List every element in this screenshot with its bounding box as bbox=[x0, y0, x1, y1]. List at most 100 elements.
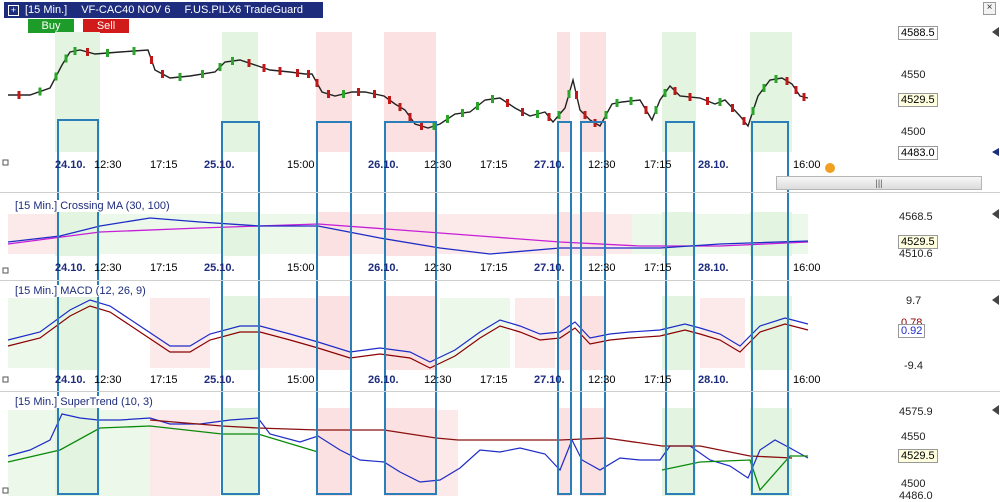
time-axis-label: 25.10. bbox=[204, 374, 235, 386]
signal-zone bbox=[100, 410, 150, 496]
signal-zone bbox=[55, 32, 100, 152]
price-axis-label: 4500 bbox=[901, 126, 926, 138]
time-axis-label: 24.10. bbox=[55, 159, 86, 171]
candle bbox=[718, 98, 722, 106]
candle bbox=[794, 86, 798, 94]
highlight-box bbox=[221, 121, 260, 495]
candle bbox=[446, 115, 449, 123]
time-axis-label: 17:15 bbox=[644, 262, 672, 274]
highlight-box bbox=[557, 121, 572, 495]
panel-arrow-icon bbox=[992, 209, 999, 219]
time-axis-label: 24.10. bbox=[55, 262, 86, 274]
close-icon[interactable]: × bbox=[983, 2, 996, 15]
candle bbox=[629, 97, 633, 105]
chart-title-bar: + [15 Min.] VF-CAC40 NOV 6 F.US.PILX6 Tr… bbox=[4, 2, 324, 18]
low-price-tag: 4483.0 bbox=[898, 146, 938, 160]
candle bbox=[398, 103, 402, 111]
panel-arrow-icon bbox=[992, 405, 999, 415]
time-axis-label: 28.10. bbox=[698, 374, 729, 386]
panel-separator bbox=[0, 192, 1000, 193]
candle bbox=[161, 70, 164, 78]
macd-line bbox=[7, 299, 809, 363]
price-pointer-icon bbox=[992, 148, 999, 156]
signal-zone bbox=[100, 214, 320, 254]
candle bbox=[38, 87, 42, 96]
time-axis-label: 26.10. bbox=[368, 374, 399, 386]
highlight-box bbox=[57, 119, 99, 495]
buy-button[interactable]: Buy bbox=[28, 19, 74, 33]
expand-icon[interactable]: + bbox=[8, 4, 19, 16]
candle bbox=[201, 70, 204, 78]
time-axis-label: 12:30 bbox=[588, 262, 616, 274]
price-line bbox=[8, 49, 809, 129]
candle bbox=[802, 93, 806, 101]
candle bbox=[327, 90, 330, 98]
candle bbox=[150, 56, 153, 64]
signal-zone bbox=[384, 296, 436, 370]
signal-zone bbox=[222, 296, 258, 370]
candle bbox=[296, 69, 299, 77]
candle bbox=[54, 72, 58, 81]
signal-zone bbox=[557, 296, 570, 370]
candle bbox=[218, 63, 222, 71]
signal-zone bbox=[316, 212, 352, 256]
candle bbox=[673, 87, 677, 95]
signal-zone bbox=[750, 32, 792, 152]
highlight-box bbox=[580, 121, 606, 495]
supertrend-header: [15 Min.] SuperTrend (10, 3) bbox=[12, 396, 156, 408]
candle bbox=[663, 89, 667, 97]
signal-zone bbox=[750, 408, 792, 496]
time-axis-label: 28.10. bbox=[698, 262, 729, 274]
pin-icon bbox=[2, 159, 9, 166]
time-axis-label: 17:15 bbox=[480, 374, 508, 386]
st-value-tag: 4529.5 bbox=[898, 449, 938, 463]
price-axis-label: 4550 bbox=[901, 69, 926, 81]
macd-value-tag: 0.92 bbox=[898, 324, 926, 338]
time-axis-label: 17:15 bbox=[480, 159, 508, 171]
signal-zone bbox=[8, 410, 58, 496]
candle bbox=[644, 106, 648, 114]
signal-zone bbox=[8, 298, 58, 368]
panel-arrow-icon bbox=[992, 27, 999, 37]
signal-zone bbox=[222, 32, 258, 152]
signal-zone bbox=[352, 214, 632, 254]
candle bbox=[278, 67, 282, 75]
signal-zone bbox=[580, 32, 606, 152]
time-axis-label: 16:00 bbox=[793, 159, 821, 171]
high-price-tag: 4588.5 bbox=[898, 26, 938, 40]
candle bbox=[86, 48, 89, 56]
candle bbox=[64, 54, 68, 63]
signal-zone bbox=[316, 408, 352, 496]
chart-scrollbar[interactable]: ||| bbox=[776, 176, 982, 190]
signal-zone bbox=[700, 298, 745, 368]
time-axis-label: 28.10. bbox=[698, 159, 729, 171]
sell-button[interactable]: Sell bbox=[83, 19, 129, 33]
time-axis-label: 27.10. bbox=[534, 374, 565, 386]
ma-fast-line bbox=[7, 217, 809, 255]
pin-icon bbox=[2, 267, 9, 274]
time-axis-label: 27.10. bbox=[534, 262, 565, 274]
time-axis-label: 15:00 bbox=[287, 159, 315, 171]
highlight-box bbox=[751, 121, 789, 495]
candle bbox=[73, 47, 77, 55]
candle bbox=[247, 59, 251, 67]
candle bbox=[604, 111, 608, 119]
signal-zone bbox=[55, 212, 100, 256]
candle bbox=[420, 122, 423, 130]
highlight-box bbox=[384, 121, 437, 495]
candle bbox=[521, 108, 524, 116]
ma-value-tag: 4529.5 bbox=[898, 235, 938, 249]
time-axis-label: 12:30 bbox=[588, 374, 616, 386]
signal-zone bbox=[580, 296, 606, 370]
macd-axis-label: 9.7 bbox=[906, 295, 922, 307]
signal-zone bbox=[150, 298, 210, 368]
time-axis-label: 26.10. bbox=[368, 159, 399, 171]
candle bbox=[476, 102, 479, 110]
time-axis-label: 17:15 bbox=[644, 374, 672, 386]
time-axis-label: 12:30 bbox=[424, 374, 452, 386]
candle bbox=[785, 77, 789, 85]
highlight-box bbox=[665, 121, 695, 495]
candle bbox=[17, 91, 21, 99]
time-axis-label: 12:30 bbox=[424, 159, 452, 171]
